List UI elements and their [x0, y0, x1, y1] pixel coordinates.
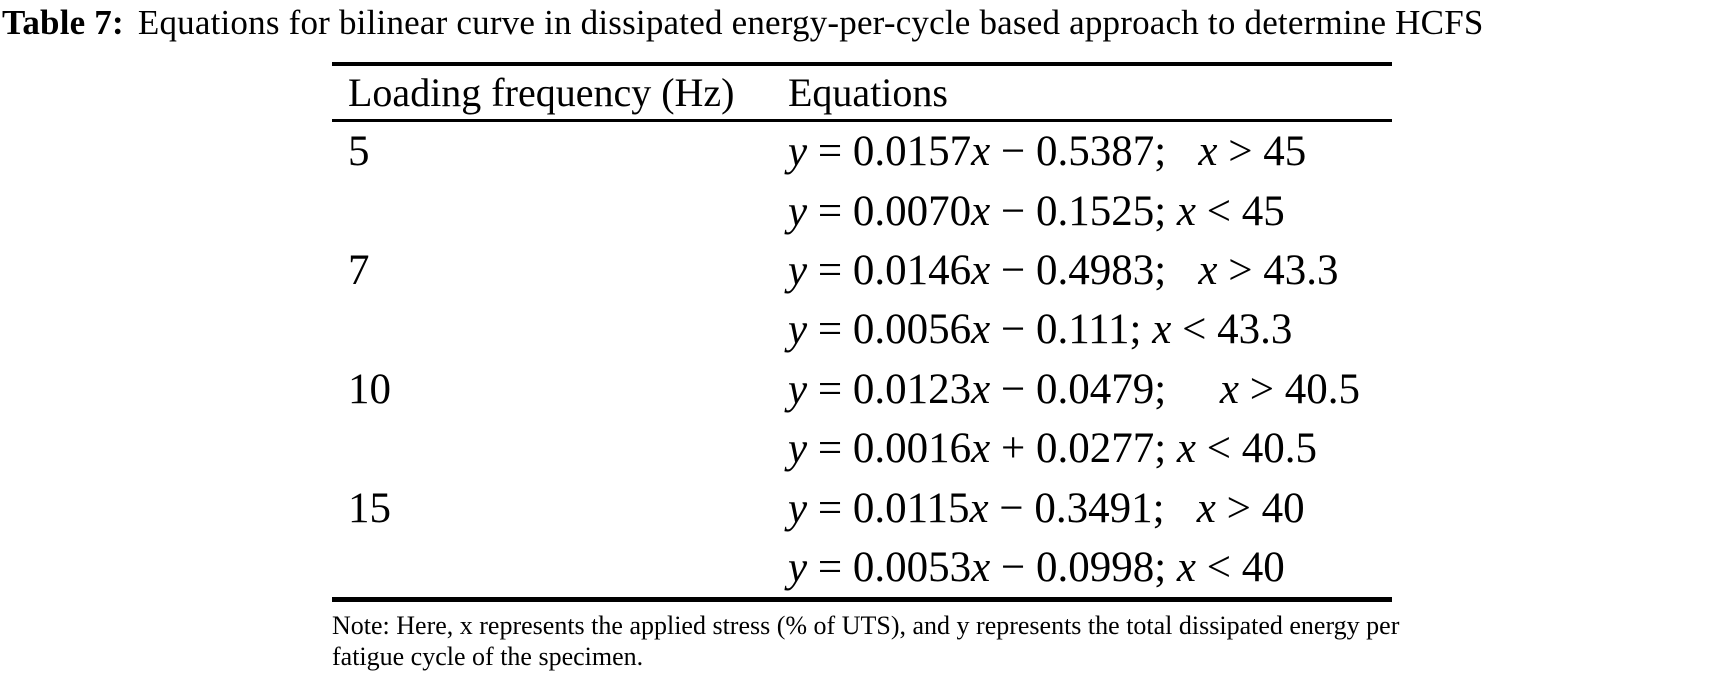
equations-table: Loading frequency (Hz) Equations 5 y = 0… — [332, 62, 1392, 603]
frequency-cell: 5 — [332, 122, 788, 241]
equation-line: y = 0.0070 x − 0.1525; x < 45 — [788, 187, 1285, 235]
frequency-value: 7 — [348, 246, 370, 294]
table-body: 5 y = 0.0157 x − 0.5387; x > 45 y = 0.007… — [332, 122, 1392, 597]
equation-line: y = 0.0053 x − 0.0998; x < 40 — [788, 543, 1285, 591]
equations-cell: y = 0.0146 x − 0.4983; x > 43.3 y = 0.005… — [788, 241, 1392, 360]
table-row: 10 y = 0.0123 x − 0.0479; x > 40.5 y = 0.… — [332, 360, 1392, 479]
frequency-cell: 15 — [332, 478, 788, 597]
column-header-equations: Equations — [788, 70, 948, 115]
table-caption: Table 7: Equations for bilinear curve in … — [2, 3, 1720, 43]
table-header-row: Loading frequency (Hz) Equations — [332, 66, 1392, 122]
equations-cell: y = 0.0157 x − 0.5387; x > 45 y = 0.0070 x… — [788, 122, 1392, 241]
frequency-value: 15 — [348, 484, 391, 532]
frequency-cell: 7 — [332, 241, 788, 360]
frequency-value: 10 — [348, 365, 391, 413]
equation-line: y = 0.0123 x − 0.0479; x > 40.5 — [788, 365, 1361, 413]
equation-line: y = 0.0056 x − 0.111; x < 43.3 — [788, 306, 1293, 354]
equation-line: y = 0.0157 x − 0.5387; x > 45 — [788, 128, 1307, 176]
equation-line: y = 0.0115 x − 0.3491; x > 40 — [788, 484, 1305, 532]
column-header-frequency: Loading frequency (Hz) — [348, 70, 735, 115]
equation-line: y = 0.0146 x − 0.4983; x > 43.3 — [788, 246, 1339, 294]
frequency-value: 5 — [348, 128, 370, 176]
equations-cell: y = 0.0115 x − 0.3491; x > 40 y = 0.0053 x… — [788, 478, 1392, 597]
table-row: 7 y = 0.0146 x − 0.4983; x > 43.3 y = 0.0… — [332, 241, 1392, 360]
table-row: 15 y = 0.0115 x − 0.3491; x > 40 y = 0.00… — [332, 478, 1392, 597]
equation-line: y = 0.0016 x + 0.0277; x < 40.5 — [788, 425, 1318, 473]
table-row: 5 y = 0.0157 x − 0.5387; x > 45 y = 0.007… — [332, 122, 1392, 241]
table-note: Note: Here, x represents the applied str… — [332, 611, 1400, 671]
frequency-cell: 10 — [332, 360, 788, 479]
table-caption-label: Table 7: — [2, 3, 124, 42]
equations-cell: y = 0.0123 x − 0.0479; x > 40.5 y = 0.001… — [788, 360, 1392, 479]
table-caption-text: Equations for bilinear curve in dissipat… — [137, 3, 1484, 42]
